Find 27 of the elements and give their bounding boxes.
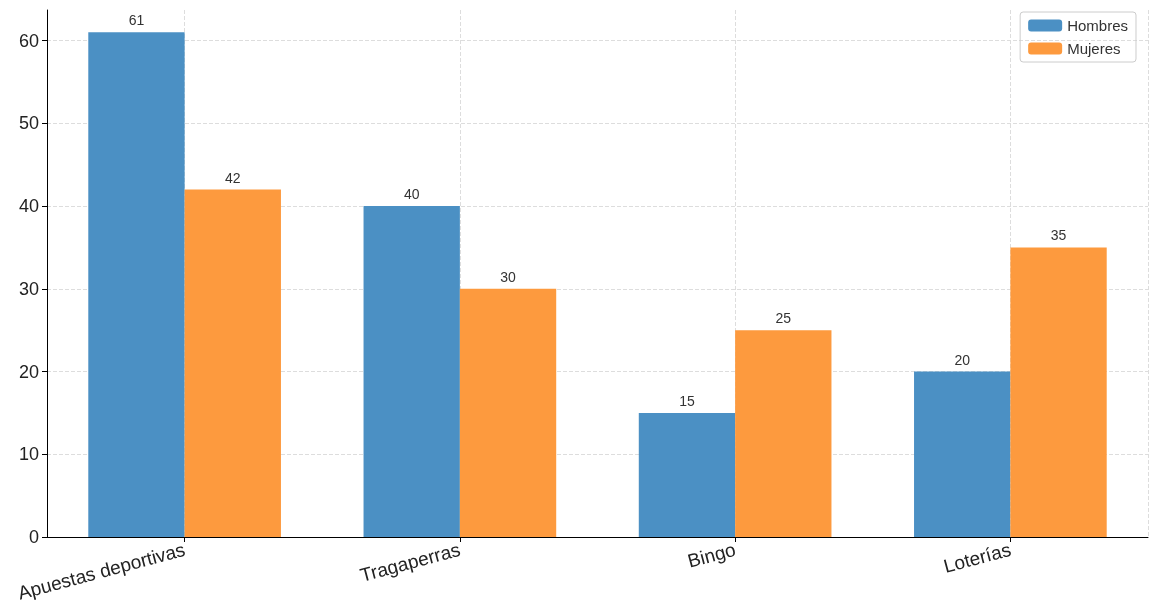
y-tick-label: 50 — [18, 113, 39, 134]
bar — [184, 189, 281, 537]
legend-label: Hombres — [1067, 17, 1129, 34]
bar — [459, 288, 557, 537]
data-label: 42 — [225, 169, 241, 186]
bar — [363, 206, 460, 537]
data-label: 25 — [775, 310, 792, 327]
y-tick-label: 40 — [18, 196, 39, 217]
bar — [1010, 247, 1107, 537]
legend-label: Mujeres — [1067, 40, 1121, 57]
data-label: 35 — [1050, 227, 1067, 244]
y-tick-label: 60 — [18, 30, 39, 51]
bar — [88, 32, 185, 537]
bar — [914, 371, 1011, 537]
data-label: 20 — [954, 351, 971, 368]
data-label: 40 — [403, 186, 420, 203]
x-tick-label: Loterías — [941, 538, 1014, 577]
bar — [638, 412, 736, 537]
x-tick-label: Bingo — [685, 538, 738, 572]
y-tick-label: 10 — [18, 444, 39, 465]
bar — [735, 330, 832, 537]
y-tick-label: 20 — [18, 361, 39, 382]
data-label: 61 — [128, 12, 145, 29]
y-tick-label: 0 — [28, 527, 39, 547]
data-label: 15 — [679, 392, 695, 409]
data-label: 30 — [500, 268, 517, 285]
y-tick-label: 30 — [18, 278, 39, 299]
